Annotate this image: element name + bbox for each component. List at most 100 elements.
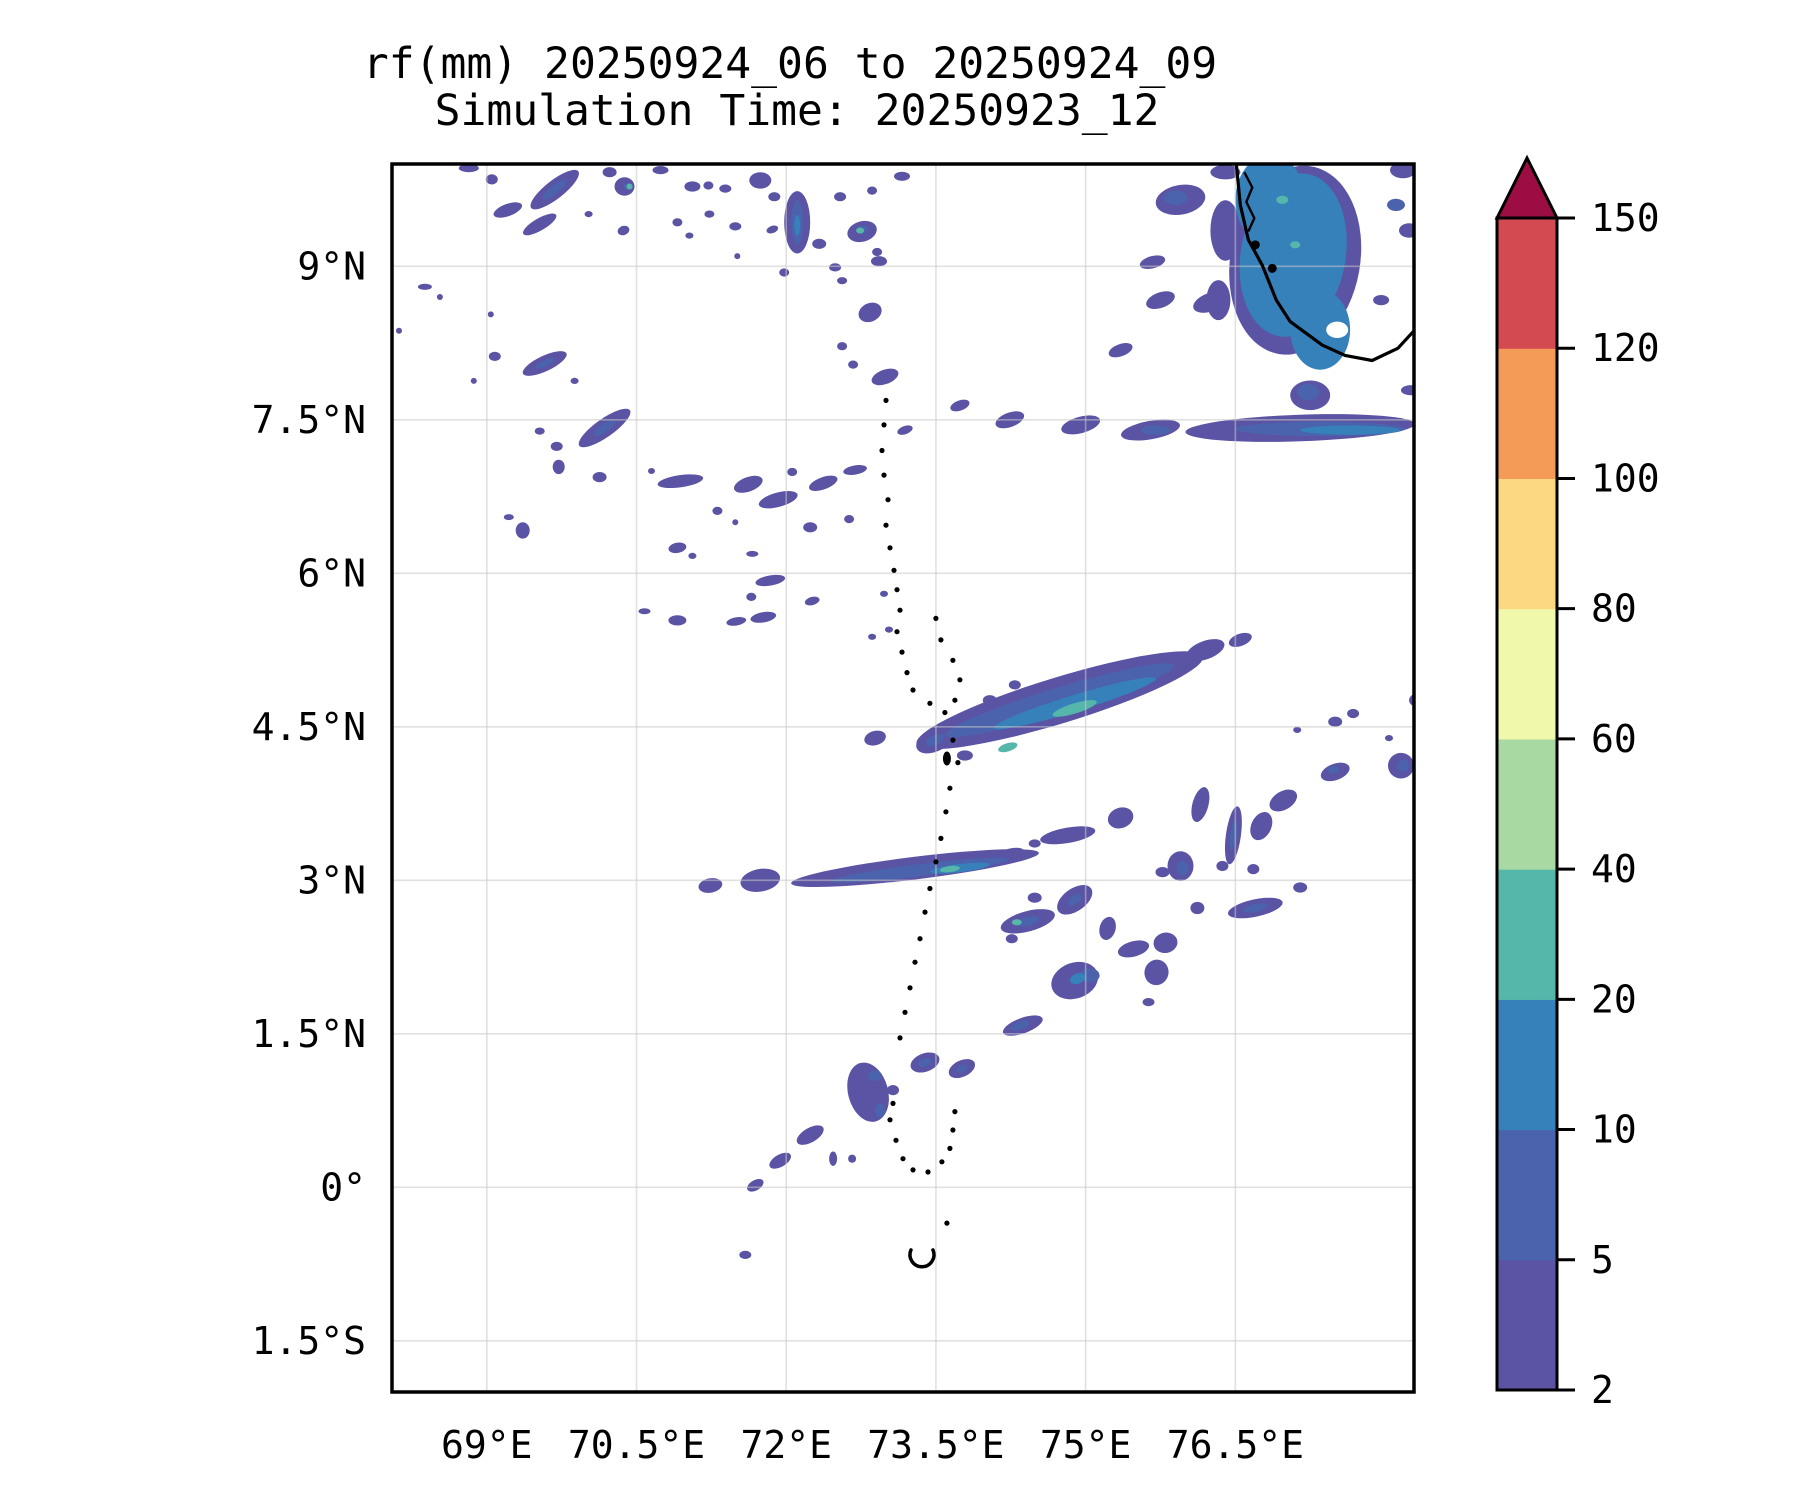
island-dot <box>927 885 933 892</box>
colorbar-tick-label: 5 <box>1591 1238 1614 1282</box>
island-dot <box>887 545 893 551</box>
precip-contour <box>1117 940 1150 958</box>
island-dot <box>938 835 944 842</box>
precip-contour <box>887 1085 899 1096</box>
precip-contour <box>726 617 747 626</box>
precip-contour <box>470 377 477 384</box>
precip-contour <box>570 377 579 384</box>
island-dot <box>890 1100 896 1106</box>
coast-mark <box>1267 263 1277 273</box>
colorbar-segment <box>1497 869 1557 1000</box>
island-dot <box>917 936 923 942</box>
precip-contour <box>733 475 763 493</box>
precip-contour <box>648 468 655 474</box>
precip-contour <box>834 192 847 202</box>
precip-contour <box>1399 223 1414 238</box>
precip-contour <box>1140 425 1171 435</box>
lat-tick-label: 0° <box>320 1165 366 1209</box>
colorbar-tick-label: 40 <box>1591 847 1637 891</box>
precip-contour <box>1153 932 1178 954</box>
colorbar-segment <box>1497 348 1557 479</box>
coastline-and-islands <box>879 164 1414 1269</box>
lon-tick-label: 73.5°E <box>867 1423 1004 1467</box>
precip-contour <box>1290 241 1301 249</box>
colorbar-tick-label: 10 <box>1591 1108 1637 1152</box>
colorbar-extend-arrow <box>1494 154 1560 220</box>
precip-contour <box>1210 200 1241 261</box>
island-dot <box>910 687 916 693</box>
precip-contour <box>796 1125 824 1145</box>
lat-tick-labels: 9°N 7.5°N 6°N 4.5°N 3°N 1.5°N 0° 1.5°S <box>252 244 366 1363</box>
precip-contour <box>542 179 567 200</box>
precip-contour <box>592 472 607 483</box>
colorbar-tick-label: 100 <box>1591 456 1660 500</box>
precip-contour <box>1385 735 1393 742</box>
lat-tick-label: 4.5°N <box>252 705 366 749</box>
island-dot <box>881 422 887 428</box>
precip-contour <box>672 218 683 227</box>
precip-contour <box>950 399 970 412</box>
precip-contour <box>1069 973 1086 985</box>
precip-contour <box>1008 680 1021 690</box>
precip-contour <box>779 268 790 277</box>
precip-contour <box>864 730 886 746</box>
precip-contour <box>668 615 687 626</box>
india-coastline <box>1234 164 1414 363</box>
precip-contour <box>872 247 883 257</box>
precip-contour <box>1247 864 1260 875</box>
island-dot <box>897 1035 903 1041</box>
precip-contour <box>1401 385 1414 396</box>
colorbar-segment <box>1497 218 1557 349</box>
precip-contour <box>844 515 855 524</box>
precip-contour <box>1269 789 1298 812</box>
precip-contour <box>1300 425 1400 435</box>
precip-contour <box>868 633 877 640</box>
precip-contour <box>1142 998 1155 1007</box>
island-dot <box>907 985 913 991</box>
precip-contour <box>746 550 759 557</box>
precip-contour <box>1397 759 1409 772</box>
lat-tick-label: 6°N <box>297 551 366 595</box>
island-dot <box>893 1137 899 1143</box>
island-dot <box>947 785 953 791</box>
precip-contour <box>843 465 867 475</box>
island-dot <box>950 657 956 663</box>
lon-tick-labels: 69°E 70.5°E 72°E 73.5°E 75°E 76.5°E <box>441 1423 1304 1467</box>
island-dot <box>900 1156 906 1162</box>
island-dot <box>939 1159 945 1165</box>
island-dot <box>902 1009 908 1015</box>
island-dot <box>922 909 928 915</box>
precip-contour <box>1327 766 1340 774</box>
precip-contour <box>768 192 781 202</box>
precip-contour <box>1027 892 1042 903</box>
precip-contour <box>1216 860 1229 872</box>
precip-contour <box>1067 893 1082 906</box>
plot-title: rf(mm) 20250924_06 to 20250924_09 <box>363 39 1217 89</box>
precip-contour <box>739 1250 752 1259</box>
island-dot <box>957 677 963 683</box>
precip-contour <box>534 427 545 435</box>
precip-contour <box>803 522 818 533</box>
precip-contour <box>1005 934 1018 944</box>
precip-contour <box>794 215 801 236</box>
precip-contour <box>626 183 633 190</box>
coast-mark <box>1250 240 1260 250</box>
colorbar-outline <box>1495 216 1559 1392</box>
precip-contour <box>1297 384 1320 401</box>
colorbar-tick-label: 60 <box>1591 717 1637 761</box>
precip-contour <box>1099 916 1116 940</box>
precip-contour <box>808 475 838 491</box>
island-dot <box>883 397 889 403</box>
island-dot <box>933 859 939 865</box>
precip-contour <box>1347 708 1360 719</box>
lon-tick-label: 76.5°E <box>1167 1423 1304 1467</box>
precip-contour <box>1387 198 1405 211</box>
precip-contour <box>837 342 848 351</box>
colorbar-tick-label: 150 <box>1591 196 1660 240</box>
lat-tick-label: 1.5°N <box>252 1012 366 1056</box>
precip-contour <box>848 1154 857 1163</box>
precip-contour <box>734 253 741 260</box>
precip-contour <box>719 184 732 193</box>
island-dot <box>933 615 939 622</box>
